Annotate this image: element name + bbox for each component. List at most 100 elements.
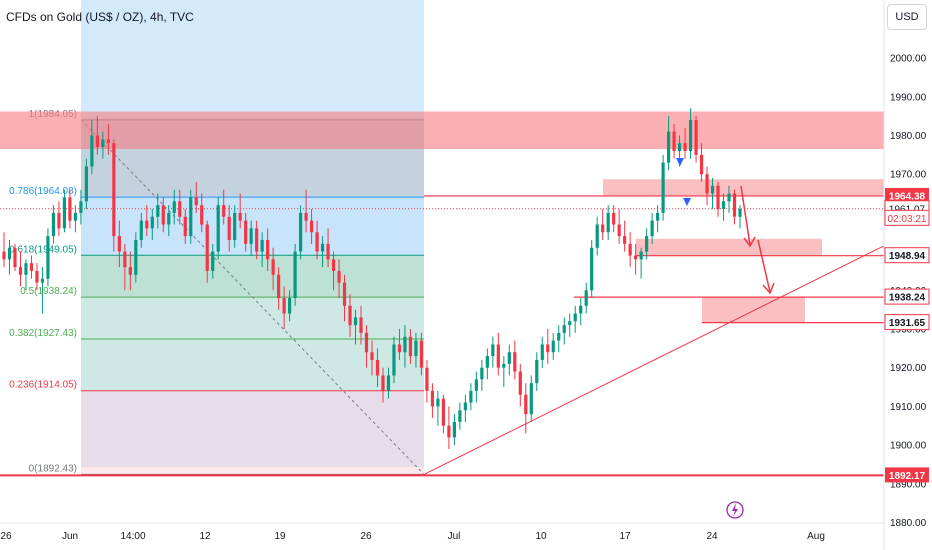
fib-trend-line xyxy=(80,119,425,475)
candle-body xyxy=(672,131,676,151)
candle-body xyxy=(18,267,23,275)
x-tick-label: 26 xyxy=(360,531,372,542)
price-label-box xyxy=(885,467,929,483)
y-tick-label: 1980.00 xyxy=(890,131,927,142)
candle-body xyxy=(732,193,737,217)
candle-body xyxy=(430,390,435,407)
projection-arrows xyxy=(676,158,775,295)
x-tick-label: Jul xyxy=(448,531,461,542)
candle-body xyxy=(436,398,440,407)
candle-body xyxy=(68,197,72,221)
y-tick-label: 2000.00 xyxy=(890,54,927,65)
currency-button[interactable]: USD xyxy=(887,4,927,30)
zones-layer xyxy=(0,111,884,323)
candle-body xyxy=(233,212,237,240)
candle-body xyxy=(392,344,396,376)
candle-body xyxy=(656,212,660,221)
candle-body xyxy=(266,239,270,260)
price-label-box xyxy=(884,209,930,226)
candle-body xyxy=(73,212,78,221)
price-label: 1892.17 xyxy=(889,471,926,482)
x-tick-label: 26 xyxy=(0,531,12,542)
candle-body xyxy=(727,193,731,202)
candle-body xyxy=(156,205,160,217)
price-label-box xyxy=(884,247,930,264)
candles-layer xyxy=(2,108,742,449)
candle-body xyxy=(172,201,176,213)
price-label: 1948.94 xyxy=(889,251,926,262)
candle-body xyxy=(139,220,143,240)
candle-body xyxy=(485,356,489,368)
candle-body xyxy=(277,274,281,299)
candle-body xyxy=(200,205,204,225)
price-label: 1961.07 xyxy=(889,204,926,215)
candle-body xyxy=(716,185,720,210)
x-tick-label: 12 xyxy=(199,531,211,542)
candle-body xyxy=(337,270,341,283)
y-tick-label: 1890.00 xyxy=(890,479,927,490)
candle-body xyxy=(348,305,352,326)
arrow-line xyxy=(740,185,751,246)
x-tick-label: 17 xyxy=(619,531,631,542)
price-label: 1964.38 xyxy=(889,191,926,202)
candle-body xyxy=(677,143,682,151)
candle-body xyxy=(90,135,94,167)
x-tick-label: 10 xyxy=(535,531,547,542)
candle-body xyxy=(145,220,149,229)
candle-body xyxy=(282,298,286,314)
candle-body xyxy=(271,259,275,275)
event-marker-icon xyxy=(676,158,684,166)
zone-supply xyxy=(603,179,884,196)
candle-body xyxy=(326,243,330,260)
candle-body xyxy=(441,398,446,426)
candle-body xyxy=(628,243,632,256)
candle-body xyxy=(101,139,105,148)
candle-body xyxy=(370,352,374,360)
candle-body xyxy=(249,228,253,244)
candle-body xyxy=(458,410,462,422)
candle-body xyxy=(293,251,297,299)
horizontal-levels xyxy=(0,195,885,477)
candle-body xyxy=(397,344,402,353)
candle-body xyxy=(342,282,347,306)
candle-body xyxy=(634,255,638,260)
candle-body xyxy=(79,201,83,213)
candle-body xyxy=(425,367,429,391)
candle-body xyxy=(694,120,698,155)
candle-body xyxy=(524,394,528,415)
fib-level-label: 0(1892.43) xyxy=(29,463,77,474)
candle-body xyxy=(480,367,484,380)
candle-body xyxy=(178,201,182,217)
y-tick-label: 1900.00 xyxy=(890,441,927,452)
candle-body xyxy=(721,201,726,210)
candle-body xyxy=(579,305,583,314)
y-tick-label: 1990.00 xyxy=(890,92,927,103)
candle-body xyxy=(2,251,6,260)
candle-body xyxy=(244,220,248,244)
candle-body xyxy=(309,220,314,233)
candle-body xyxy=(710,185,715,194)
arrow-line xyxy=(757,239,771,293)
price-label-box xyxy=(884,314,930,331)
fibonacci-retracement: 1(1984.05)0.786(1964.08)0.618(1949.05)0.… xyxy=(9,109,425,475)
candle-body xyxy=(7,247,12,260)
candle-body xyxy=(62,197,67,229)
candle-body xyxy=(150,216,154,229)
candle-body xyxy=(590,247,594,291)
candle-body xyxy=(381,375,385,391)
candle-body xyxy=(189,197,193,237)
arrow-head xyxy=(762,282,775,295)
candle-body xyxy=(617,224,621,237)
price-label-box xyxy=(885,187,929,203)
candle-body xyxy=(535,359,539,384)
candle-body xyxy=(222,205,226,217)
candle-body xyxy=(211,251,215,271)
y-tick-label: 1970.00 xyxy=(890,170,927,181)
fib-band xyxy=(81,297,424,339)
time-axis: 26 Jun 14:00 12 19 26 Jul 10 17 24 Aug xyxy=(0,522,884,542)
candle-body xyxy=(666,131,671,163)
candle-body xyxy=(260,239,264,252)
candle-body xyxy=(546,344,550,353)
